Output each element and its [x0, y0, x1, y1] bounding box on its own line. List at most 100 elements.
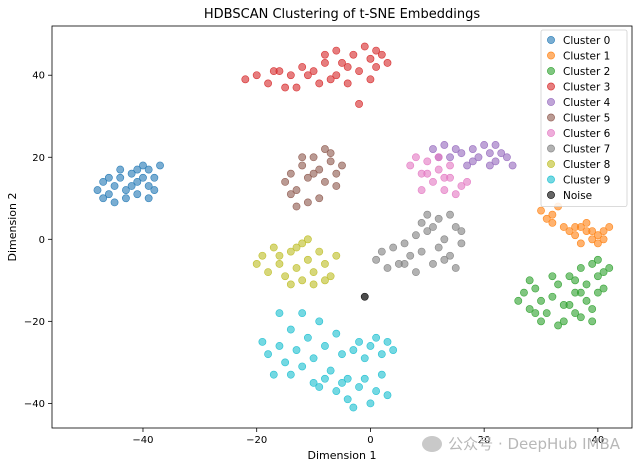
data-point-cluster-2 — [576, 288, 585, 297]
data-point-cluster-6 — [412, 153, 420, 162]
data-point-cluster-4 — [491, 141, 500, 149]
data-point-cluster-4 — [468, 157, 477, 166]
data-point-cluster-9 — [372, 387, 381, 395]
data-point-cluster-4 — [457, 149, 466, 158]
legend-marker — [547, 160, 555, 168]
data-point-cluster-0 — [127, 169, 136, 178]
data-point-cluster-9 — [275, 342, 284, 350]
data-point-cluster-4 — [485, 161, 494, 170]
data-point-cluster-9 — [286, 370, 295, 379]
data-point-cluster-8 — [303, 255, 312, 264]
data-point-cluster-5 — [292, 186, 301, 194]
legend-entry: Cluster 3 — [563, 81, 610, 93]
data-point-cluster-2 — [525, 305, 534, 313]
data-point-cluster-3 — [355, 67, 363, 76]
data-point-cluster-3 — [286, 71, 295, 80]
data-point-cluster-9 — [315, 383, 324, 391]
legend-entry: Cluster 9 — [563, 174, 610, 186]
data-point-cluster-3 — [338, 59, 346, 67]
y-tick-label: 20 — [32, 153, 45, 164]
data-point-cluster-9 — [275, 309, 284, 318]
data-point-cluster-1 — [571, 231, 580, 240]
data-point-cluster-9 — [321, 342, 329, 350]
legend-marker — [547, 51, 555, 60]
data-point-cluster-3 — [372, 63, 381, 71]
data-point-cluster-8 — [321, 260, 329, 268]
data-point-noise — [360, 292, 369, 301]
data-point-cluster-7 — [451, 223, 460, 231]
data-point-cluster-5 — [338, 161, 346, 170]
data-point-cluster-9 — [269, 370, 278, 379]
data-point-cluster-5 — [326, 149, 335, 158]
data-point-cluster-1 — [559, 223, 568, 231]
data-point-cluster-2 — [593, 272, 602, 281]
data-point-cluster-1 — [599, 235, 608, 244]
data-point-cluster-2 — [571, 309, 580, 318]
data-point-cluster-0 — [99, 194, 108, 203]
data-point-cluster-7 — [440, 235, 449, 244]
data-point-cluster-0 — [110, 182, 119, 190]
y-tick-label: 40 — [32, 71, 45, 82]
data-point-cluster-2 — [593, 288, 602, 297]
y-axis-label: Dimension 2 — [6, 193, 19, 262]
data-point-cluster-6 — [417, 186, 426, 194]
data-point-cluster-2 — [582, 280, 591, 289]
data-point-cluster-2 — [514, 296, 523, 305]
data-point-cluster-7 — [412, 231, 420, 240]
data-point-cluster-8 — [264, 268, 272, 277]
data-point-cluster-8 — [298, 239, 307, 248]
legend-entry: Cluster 7 — [563, 143, 610, 155]
data-point-cluster-6 — [457, 182, 466, 190]
data-point-cluster-7 — [417, 247, 426, 256]
y-tick-label: 0 — [39, 235, 45, 246]
data-point-cluster-8 — [281, 272, 290, 281]
data-point-cluster-5 — [309, 169, 318, 178]
data-point-cluster-5 — [286, 190, 295, 199]
data-point-cluster-2 — [559, 317, 568, 326]
data-point-cluster-2 — [576, 313, 585, 322]
data-point-cluster-9 — [355, 383, 363, 391]
data-point-cluster-1 — [565, 227, 574, 236]
data-point-cluster-4 — [503, 153, 511, 162]
data-point-cluster-6 — [446, 161, 454, 170]
data-point-cluster-8 — [326, 272, 335, 281]
data-point-cluster-6 — [434, 165, 443, 174]
data-point-cluster-7 — [400, 260, 409, 268]
data-point-cluster-9 — [360, 374, 369, 383]
data-point-cluster-3 — [321, 59, 329, 67]
data-point-cluster-1 — [537, 206, 545, 215]
data-point-cluster-2 — [520, 288, 528, 297]
data-point-cluster-0 — [122, 194, 130, 203]
data-point-cluster-3 — [252, 71, 261, 80]
data-point-cluster-0 — [127, 182, 136, 190]
data-point-cluster-5 — [281, 177, 290, 186]
data-point-cluster-8 — [292, 243, 301, 252]
data-point-cluster-4 — [474, 153, 483, 162]
data-point-cluster-1 — [548, 210, 557, 219]
data-point-cluster-3 — [332, 71, 341, 80]
data-point-cluster-0 — [156, 161, 164, 170]
data-point-cluster-8 — [309, 280, 318, 289]
axis-ticks: −40 −20 0 20 40 −40 −20 0 20 40 — [24, 71, 604, 446]
data-point-cluster-0 — [116, 165, 125, 174]
data-point-cluster-3 — [360, 42, 369, 51]
legend-entry: Cluster 6 — [563, 128, 611, 140]
data-point-cluster-2 — [531, 284, 540, 293]
data-point-cluster-2 — [537, 317, 545, 326]
data-point-cluster-0 — [144, 194, 153, 203]
data-point-cluster-9 — [309, 354, 318, 363]
y-tick-label: −20 — [24, 317, 45, 328]
data-point-cluster-7 — [423, 227, 432, 236]
legend-marker — [547, 191, 555, 199]
data-point-cluster-2 — [525, 276, 534, 285]
data-point-cluster-4 — [451, 145, 460, 153]
data-point-cluster-9 — [366, 399, 375, 408]
plot-area — [51, 25, 633, 429]
data-point-cluster-3 — [281, 83, 290, 92]
data-point-cluster-2 — [554, 321, 562, 330]
data-point-cluster-9 — [383, 391, 392, 400]
data-point-cluster-5 — [332, 182, 341, 190]
data-point-cluster-9 — [332, 329, 341, 338]
data-point-cluster-7 — [372, 255, 381, 264]
legend-marker — [547, 175, 555, 184]
